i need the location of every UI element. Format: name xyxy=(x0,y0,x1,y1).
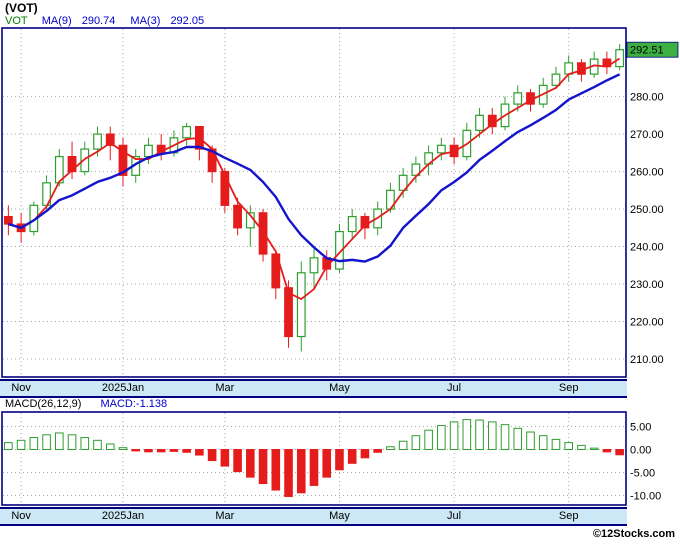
x-axis-label: Jul xyxy=(447,382,462,394)
copyright-text: ©12Stocks.com xyxy=(592,528,675,540)
macd-axis-label: -5.00 xyxy=(630,468,655,480)
ma9-value: 290.74 xyxy=(81,15,116,27)
ma3-line xyxy=(33,57,621,300)
price-chart: 280.00 270.00 260.00 250.00 240.00 230.00 220.… xyxy=(1,27,679,378)
macd-axis-label: 0.00 xyxy=(630,445,651,457)
macd-axis-label: -10.00 xyxy=(630,491,661,503)
x-axis-label: 2025Jan xyxy=(101,510,145,522)
ma9-label: MA(9) xyxy=(41,15,72,27)
x-axis-label: May xyxy=(329,382,350,394)
price-axis-label: 220.00 xyxy=(630,317,664,329)
candles-layer xyxy=(3,44,625,352)
x-axis-band-top: Nov 2025Jan Mar May Jul Sep xyxy=(0,379,627,398)
x-axis-label: Mar xyxy=(215,382,235,394)
ma9-line xyxy=(8,73,621,263)
price-axis-label: 270.00 xyxy=(630,129,664,141)
macd-chart: 5.00 0.00 -5.00 -10.00 xyxy=(1,411,661,506)
x-axis-label: Jul xyxy=(447,510,462,522)
price-axis-label: 230.00 xyxy=(630,279,664,291)
x-axis-label: May xyxy=(329,510,350,522)
last-price-badge xyxy=(626,41,679,58)
macd-plot-border xyxy=(1,411,627,506)
x-axis-label: 2025Jan xyxy=(101,382,145,394)
ma3-value: 292.05 xyxy=(170,15,205,27)
x-axis-label: Nov xyxy=(11,382,31,394)
x-axis-label: Nov xyxy=(11,510,31,522)
ma3-label: MA(3) xyxy=(130,15,161,27)
price-axis-label: 240.00 xyxy=(630,242,664,254)
macd-legend: MACD(26,12,9) MACD:-1.138 xyxy=(5,398,167,410)
macd-axis-label: 5.00 xyxy=(630,422,651,434)
price-axis-label: 250.00 xyxy=(630,204,664,216)
macd-label: MACD(26,12,9) xyxy=(5,398,82,410)
ticker-symbol: VOT xyxy=(5,15,28,27)
price-axis-label: 210.00 xyxy=(630,354,664,366)
last-price-label: 292.51 xyxy=(630,45,664,57)
macd-bars xyxy=(4,419,624,497)
x-axis-label: Sep xyxy=(558,510,579,522)
macd-value: MACD:-1.138 xyxy=(100,398,168,410)
x-axis-label: Mar xyxy=(215,510,235,522)
price-grid xyxy=(3,29,625,376)
price-axis-label: 260.00 xyxy=(630,167,664,179)
ticker-title: (VOT) xyxy=(5,1,38,15)
price-axis-label: 280.00 xyxy=(630,92,664,104)
price-plot-border xyxy=(1,27,627,378)
x-axis-band-bottom: Nov 2025Jan Mar May Jul Sep xyxy=(0,507,627,526)
price-legend: VOT MA(9) 290.74 MA(3) 292.05 xyxy=(5,15,216,27)
x-axis-label: Sep xyxy=(558,382,579,394)
